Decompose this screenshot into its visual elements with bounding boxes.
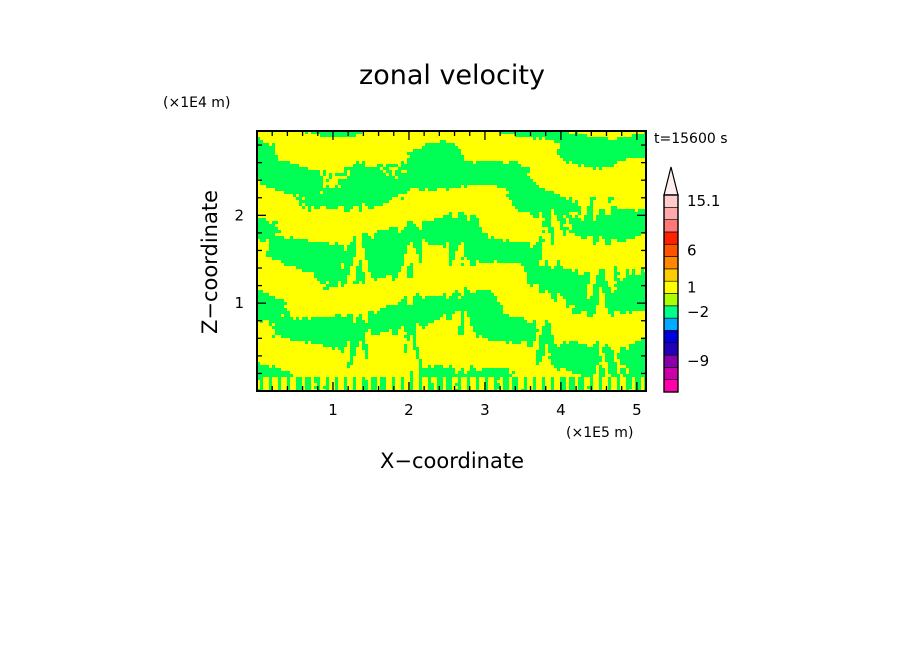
colorbar-level [663,379,679,393]
colorbar-level [663,231,679,245]
x-tick-label: 3 [480,401,490,419]
y-axis-ticks: 12 [234,144,646,375]
plot-frame [256,130,647,392]
y-axis-multiplier: (×1E4 m) [163,95,230,111]
colorbar-level [663,207,679,220]
colorbar-level [663,367,679,380]
colorbar-tick-label: 1 [687,278,697,296]
colorbar-level [663,317,679,331]
velocity-field [257,131,646,391]
colorbar-level [663,354,679,368]
colorbar-tick-label: −2 [687,303,709,321]
x-tick-label: 5 [632,401,642,419]
colorbar-level [663,305,679,319]
colorbar-level [663,293,679,307]
colorbar-tick-label: 6 [687,241,697,259]
colorbar: 15.1 6 1 −2 −9 [663,166,720,393]
colorbar-extension-arrow [663,166,679,196]
colorbar-level [663,256,679,270]
y-axis-label: Z−coordinate [198,190,222,334]
colorbar-level [663,280,679,294]
colorbar-level [663,330,679,344]
colorbar-level [663,194,679,208]
x-tick-label: 2 [404,401,414,419]
colorbar-frame [663,194,679,393]
y-tick-label: 2 [234,206,244,224]
chart-title: zonal velocity [359,60,545,91]
colorbar-tick-label: 15.1 [687,192,720,210]
x-axis-ticks: 1 2 3 4 5 [271,131,642,419]
colorbar-level [663,268,679,282]
x-axis-multiplier: (×1E5 m) [566,425,633,441]
colorbar-level [663,243,679,257]
y-tick-label: 1 [234,294,244,312]
x-tick-label: 1 [328,401,338,419]
colorbar-level [663,219,679,233]
x-tick-label: 4 [556,401,566,419]
colorbar-level [663,342,679,356]
time-annotation: t=15600 s [654,131,728,147]
colorbar-tick-label: −9 [687,352,709,370]
x-axis-label: X−coordinate [380,449,524,473]
